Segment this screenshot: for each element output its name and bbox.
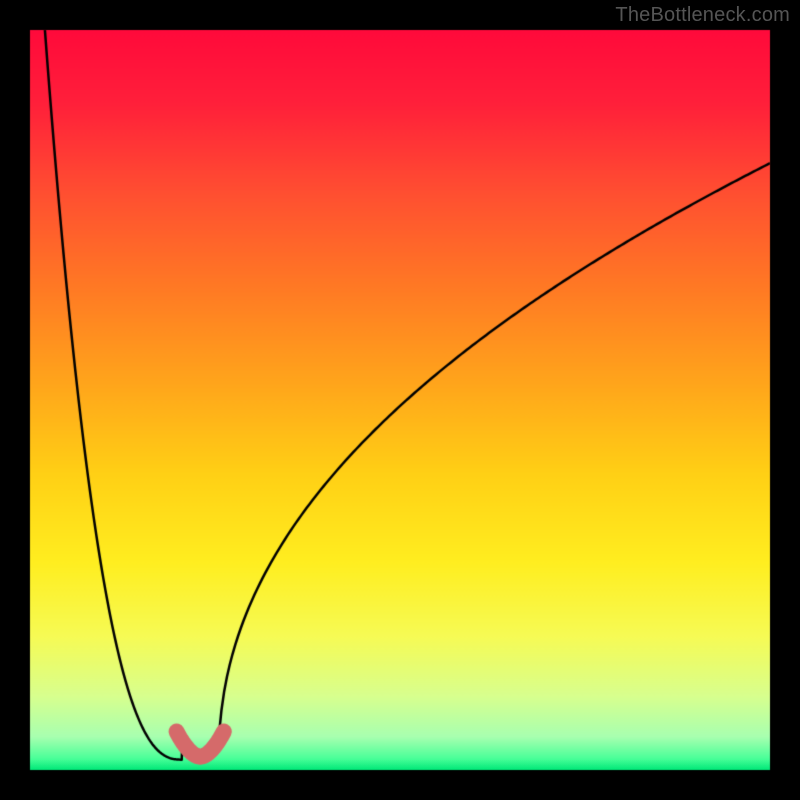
chart-container: TheBottleneck.com bbox=[0, 0, 800, 800]
watermark-text: TheBottleneck.com bbox=[615, 4, 790, 27]
curve-canvas bbox=[0, 0, 800, 800]
